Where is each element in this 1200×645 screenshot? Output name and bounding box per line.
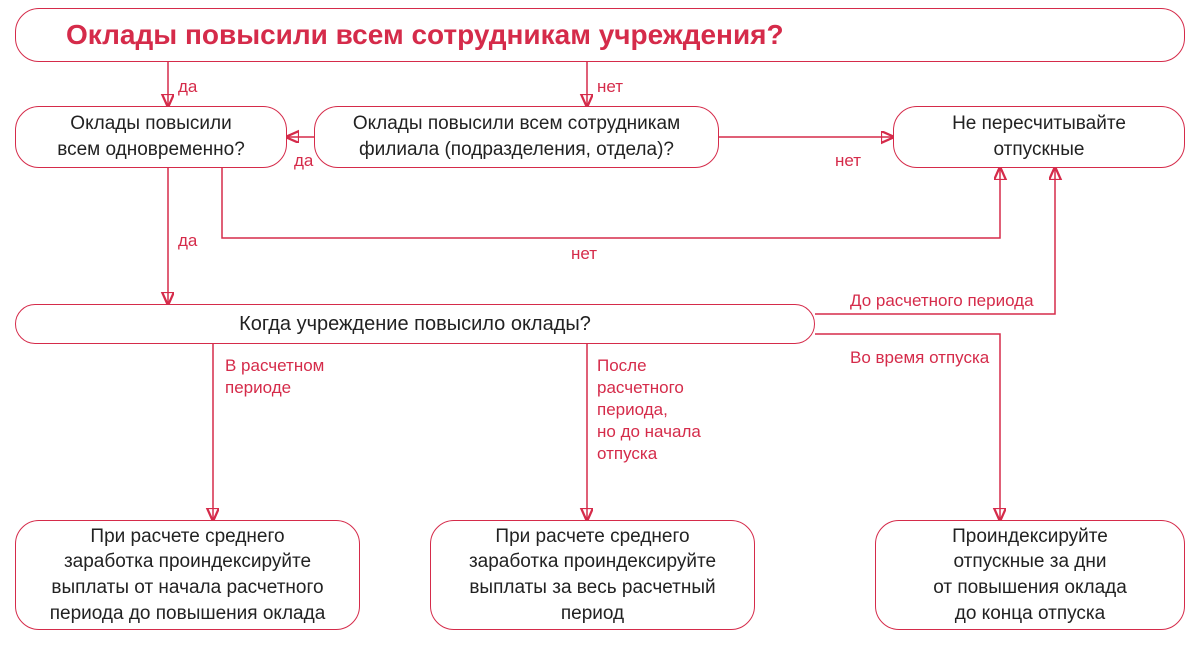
edge-label-0: да (178, 76, 197, 98)
edge-label-2: да (294, 150, 313, 172)
edge-label-6: До расчетного периода (850, 290, 1034, 312)
edge-label-4: да (178, 230, 197, 252)
edge-label-1: нет (597, 76, 623, 98)
edge-5 (222, 168, 1000, 238)
edge-label-8: После расчетного периода, но до начала о… (597, 355, 701, 465)
node-title: Оклады повысили всем сотрудникам учрежде… (15, 8, 1185, 62)
edge-label-5: нет (571, 243, 597, 265)
edge-label-7: В расчетном периоде (225, 355, 324, 399)
edge-label-3: нет (835, 150, 861, 172)
node-simultaneous: Оклады повысили всем одновременно? (15, 106, 287, 168)
node-branch: Оклады повысили всем сотрудникам филиала… (314, 106, 719, 168)
node-no-recalc: Не пересчитывайте отпускные (893, 106, 1185, 168)
node-result-3: Проиндексируйте отпускные за дни от повы… (875, 520, 1185, 630)
node-result-1: При расчете среднего заработка проиндекс… (15, 520, 360, 630)
edge-label-9: Во время отпуска (850, 347, 989, 369)
node-result-2: При расчете среднего заработка проиндекс… (430, 520, 755, 630)
node-when: Когда учреждение повысило оклады? (15, 304, 815, 344)
